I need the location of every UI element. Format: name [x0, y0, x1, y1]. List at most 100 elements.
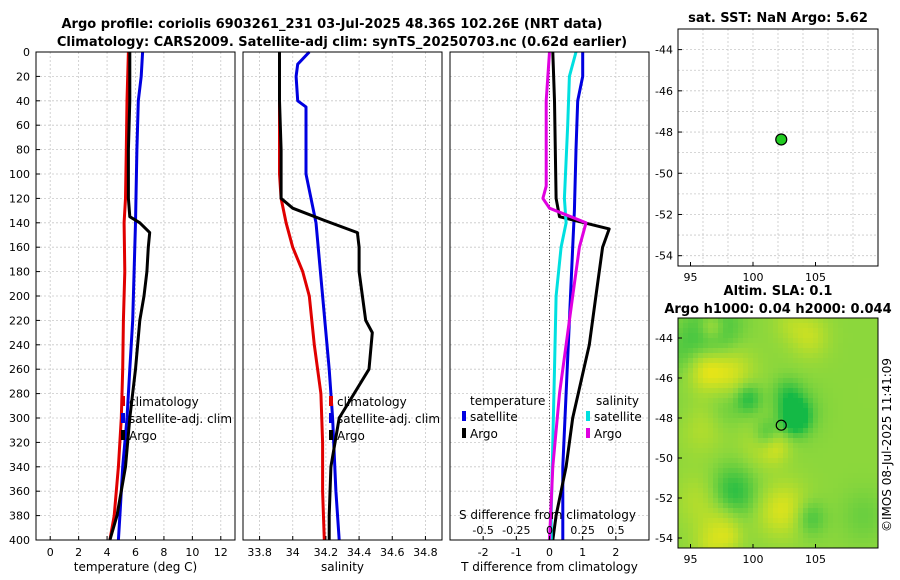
sla-cell [868, 378, 874, 384]
sla-cell [863, 433, 869, 439]
sla-cell [693, 383, 699, 389]
sla-cell [693, 493, 699, 499]
sla-cell [748, 378, 754, 384]
sla-cell [833, 478, 839, 484]
y-tick-label: 100 [9, 168, 30, 181]
sla-cell [843, 503, 849, 509]
sla-cell [788, 338, 794, 344]
sla-cell [813, 463, 819, 469]
sla-cell [793, 513, 799, 519]
sla-cell [718, 478, 724, 484]
sla-cell [818, 383, 824, 389]
sla-cell [778, 523, 784, 529]
sla-cell [853, 383, 859, 389]
sla-cell [843, 533, 849, 539]
y-tick-label: -54 [655, 250, 673, 263]
sla-cell [788, 383, 794, 389]
sla-cell [763, 498, 769, 504]
sla-cell [798, 443, 804, 449]
sla-cell [738, 483, 744, 489]
sla-cell [863, 398, 869, 404]
sla-cell [833, 538, 839, 544]
sla-cell [713, 413, 719, 419]
sla-cell [818, 543, 824, 549]
sla-cell [768, 473, 774, 479]
sla-cell [768, 428, 774, 434]
sla-cell [678, 398, 684, 404]
sla-cell [818, 393, 824, 399]
sla-cell [858, 353, 864, 359]
sla-cell [818, 388, 824, 394]
sla-cell [793, 493, 799, 499]
sla-cell [838, 533, 844, 539]
sla-cell [753, 343, 759, 349]
sla-cell [863, 448, 869, 454]
y-tick-label: 260 [9, 363, 30, 376]
sla-cell [818, 448, 824, 454]
sla-cell [818, 378, 824, 384]
sla-cell [838, 483, 844, 489]
sla-cell [808, 488, 814, 494]
sla-cell [788, 503, 794, 509]
sla-cell [713, 343, 719, 349]
sla-cell [813, 503, 819, 509]
sla-cell [708, 418, 714, 424]
sla-cell [723, 338, 729, 344]
sla-cell [688, 393, 694, 399]
x-axis-label: T difference from climatology [460, 560, 638, 574]
y-tick-label: -54 [655, 532, 673, 545]
sla-cell [803, 423, 809, 429]
sla-cell [688, 363, 694, 369]
sla-cell [813, 518, 819, 524]
sla-cell [823, 458, 829, 464]
sla-cell [698, 533, 704, 539]
sla-cell [843, 478, 849, 484]
sla-cell [793, 523, 799, 529]
sla-cell [853, 488, 859, 494]
sla-cell [683, 473, 689, 479]
sst-title: sat. SST: NaN Argo: 5.62 [688, 11, 868, 26]
sla-cell [783, 358, 789, 364]
sla-cell [803, 468, 809, 474]
sla-cell [858, 528, 864, 534]
sla-cell [868, 373, 874, 379]
sla-cell [718, 458, 724, 464]
sla-cell [723, 488, 729, 494]
sla-cell [728, 343, 734, 349]
sla-cell [848, 323, 854, 329]
sla-cell [843, 338, 849, 344]
sla-cell [768, 458, 774, 464]
sla-cell [693, 458, 699, 464]
sla-cell [678, 428, 684, 434]
sla-cell [868, 513, 874, 519]
sla-cell [828, 533, 834, 539]
sla-cell [838, 523, 844, 529]
sla-cell [798, 493, 804, 499]
sla-cell [788, 343, 794, 349]
sla-cell [828, 543, 834, 549]
sla-cell [858, 348, 864, 354]
sla-cell [838, 493, 844, 499]
sla-cell [738, 323, 744, 329]
sla-cell [838, 538, 844, 544]
sla-cell [753, 478, 759, 484]
sla-cell [808, 333, 814, 339]
legend-swatch [329, 430, 333, 440]
sla-cell [733, 528, 739, 534]
sla-cell [758, 533, 764, 539]
sla-cell [848, 338, 854, 344]
sla-cell [728, 368, 734, 374]
sla-cell [783, 488, 789, 494]
sla-cell [833, 503, 839, 509]
sla-cell [848, 453, 854, 459]
sla-cell [813, 338, 819, 344]
sla-cell [813, 353, 819, 359]
sla-cell [818, 478, 824, 484]
sla-cell [713, 408, 719, 414]
sla-cell [733, 453, 739, 459]
sla-cell [788, 523, 794, 529]
sla-cell [753, 533, 759, 539]
sla-cell [818, 358, 824, 364]
axes-frame [242, 51, 443, 541]
sla-cell [843, 463, 849, 469]
